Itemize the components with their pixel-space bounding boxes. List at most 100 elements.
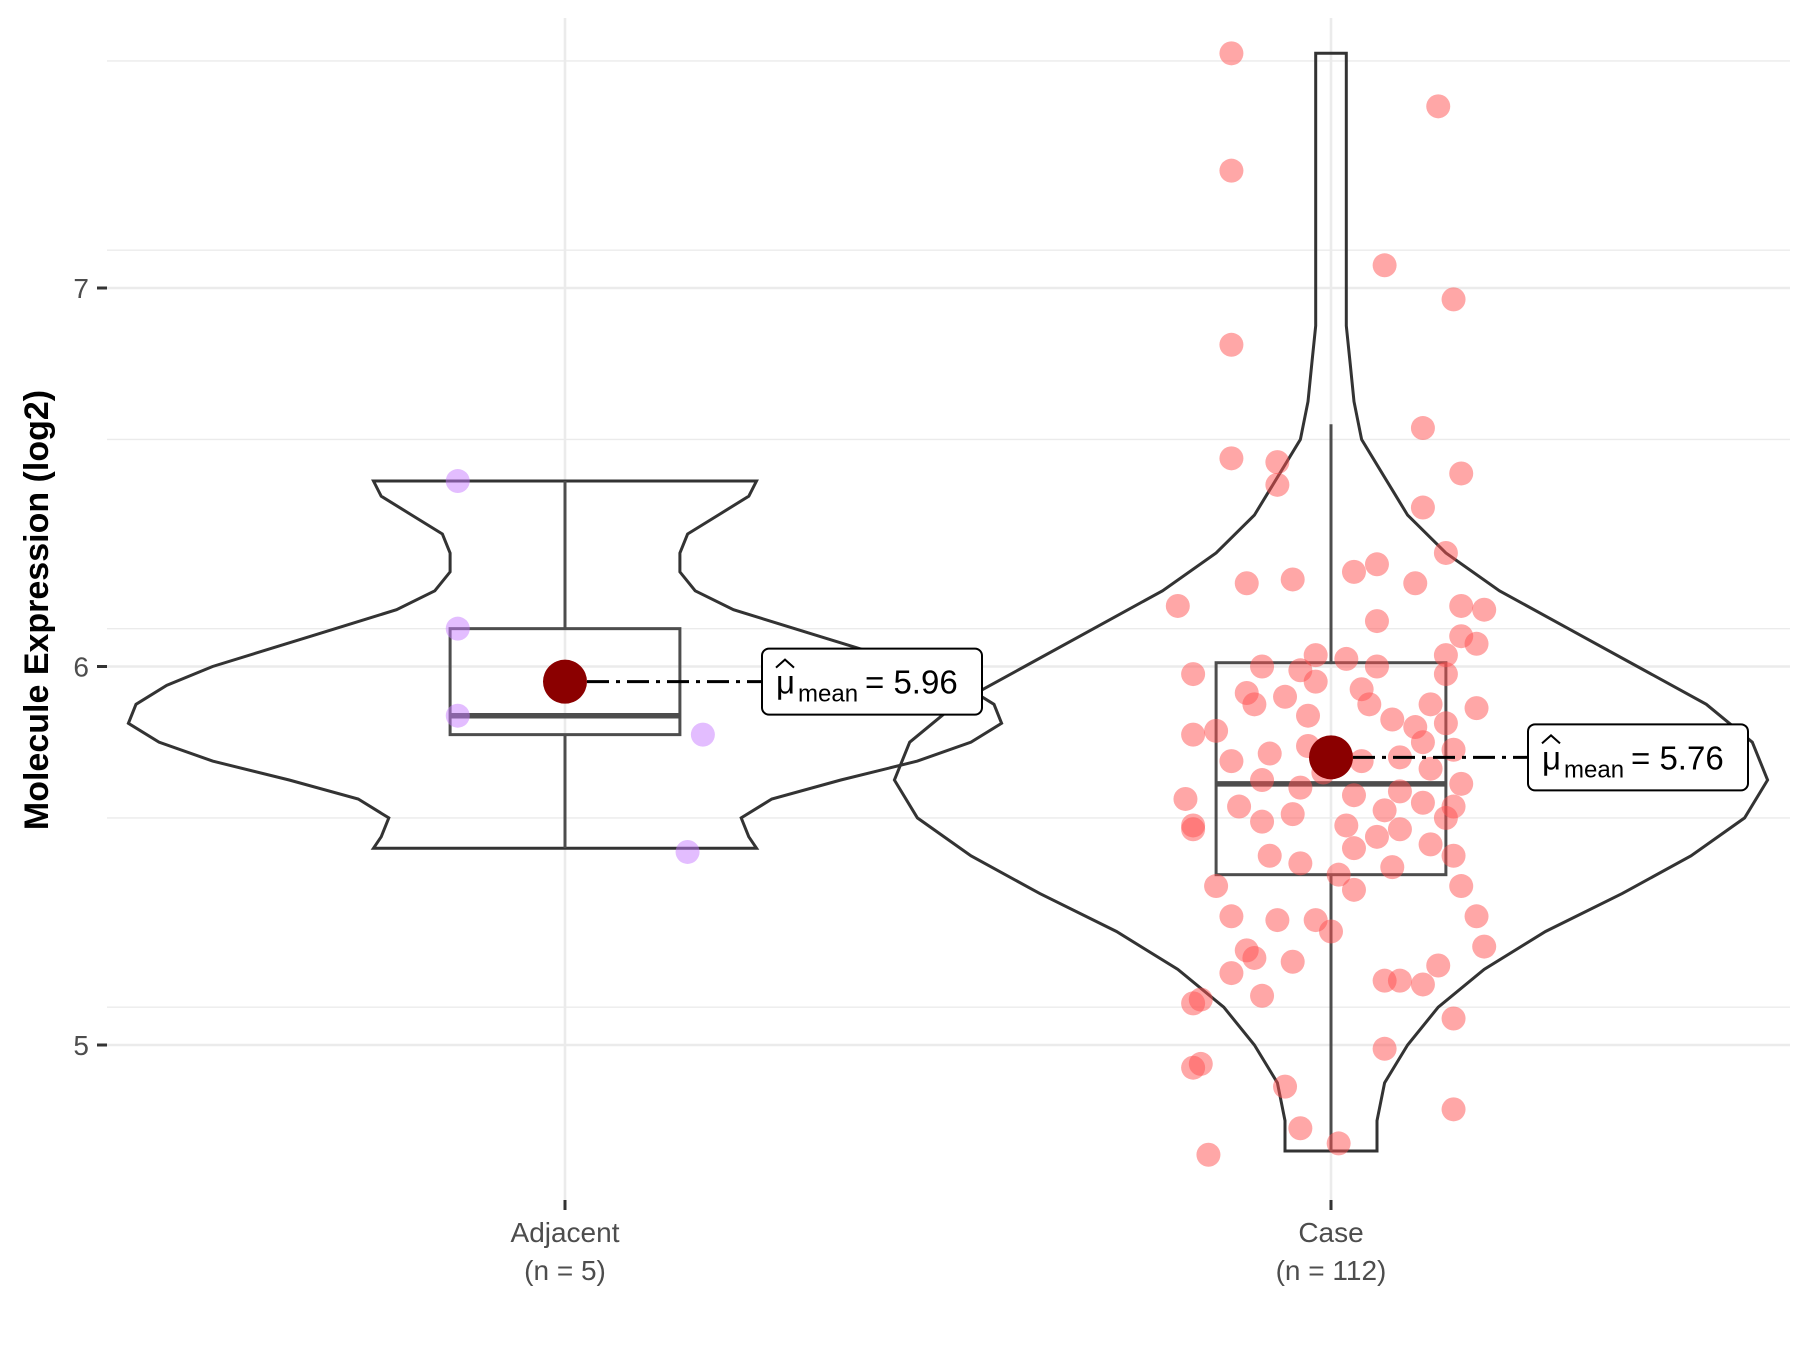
data-point [1257, 741, 1282, 766]
data-point [675, 839, 700, 864]
data-point [1449, 593, 1474, 618]
data-point [1288, 1116, 1313, 1141]
mean-hat-icon [1541, 734, 1561, 745]
data-point [1165, 593, 1190, 618]
data-point [1410, 972, 1435, 997]
data-point [1250, 983, 1275, 1008]
data-point [1372, 253, 1397, 278]
data-point [1364, 654, 1389, 679]
data-point [1418, 756, 1443, 781]
data-point [1418, 832, 1443, 857]
data-point [1234, 571, 1259, 596]
data-point [1372, 968, 1397, 993]
data-point [1464, 631, 1489, 656]
data-point [1449, 874, 1474, 899]
mean-label-value: = 5.76 [1631, 739, 1724, 776]
data-point [1433, 711, 1458, 736]
data-point [1441, 737, 1466, 762]
data-point [1219, 961, 1244, 986]
violin-case [892, 51, 1770, 1153]
mean-markers: μ mean = 5.96μ mean = 5.76 [543, 647, 1749, 792]
data-point [1303, 643, 1328, 668]
data-point [1326, 1131, 1351, 1156]
data-point [1387, 779, 1412, 804]
data-point [1250, 809, 1275, 834]
data-point [1372, 798, 1397, 823]
data-point [1296, 703, 1321, 728]
data-point [1364, 824, 1389, 849]
data-point [1273, 1074, 1298, 1099]
data-point [1265, 472, 1290, 497]
data-point [1441, 287, 1466, 312]
data-point [1426, 953, 1451, 978]
grid-lines [107, 18, 1790, 1200]
mean-label-mu: μ [776, 664, 795, 701]
violins [126, 51, 1770, 1153]
data-point [1319, 919, 1343, 944]
data-point [1250, 768, 1275, 793]
data-point [1257, 843, 1282, 868]
data-point [1181, 1055, 1206, 1080]
data-point [1387, 817, 1412, 842]
data-point [1181, 722, 1206, 747]
data-point [1219, 749, 1244, 774]
data-point [1472, 934, 1497, 959]
data-point [1341, 836, 1366, 861]
data-point [1173, 786, 1198, 811]
data-point [1380, 855, 1405, 880]
data-point [1410, 790, 1435, 815]
data-point [1464, 696, 1489, 721]
data-point [1341, 877, 1366, 902]
x-tick-n-label: (n = 5) [524, 1255, 606, 1286]
mean-hat-icon [775, 658, 795, 669]
data-point [1372, 1036, 1397, 1061]
data-point [1334, 813, 1359, 838]
data-point [1349, 749, 1374, 774]
data-point [1250, 654, 1275, 679]
data-point [1288, 851, 1313, 876]
data-point [1303, 669, 1328, 694]
violin-adjacent [126, 479, 1004, 850]
data-point [1280, 567, 1305, 592]
data-point [1433, 805, 1458, 830]
data-point [1204, 874, 1229, 899]
data-point [1433, 540, 1458, 565]
data-point [1426, 94, 1451, 119]
data-point [1433, 643, 1458, 668]
y-axis-title: Molecule Expression (log2) [18, 390, 56, 830]
data-point [1242, 692, 1267, 717]
x-tick-n-label: (n = 112) [1276, 1255, 1387, 1286]
data-point [1204, 718, 1229, 743]
data-point [1410, 730, 1435, 755]
data-point [1341, 783, 1366, 808]
mean-label-box [1527, 723, 1749, 792]
data-point [1181, 817, 1206, 842]
data-point [445, 703, 470, 728]
data-point [1219, 158, 1244, 183]
data-point [1273, 684, 1298, 709]
data-point [1364, 552, 1389, 577]
data-point [445, 469, 470, 494]
mean-label-subscript: mean [798, 681, 858, 708]
y-tick-label: 6 [73, 652, 89, 683]
y-tick-label: 7 [73, 273, 89, 304]
data-point [1449, 771, 1474, 796]
mean-label-box [761, 647, 983, 716]
data-point [1288, 775, 1313, 800]
data-point [690, 722, 715, 747]
data-point [1449, 461, 1474, 486]
data-point [1341, 559, 1366, 584]
data-point [1334, 646, 1359, 671]
data-points [445, 41, 1497, 1167]
data-point [1196, 1142, 1221, 1167]
data-point [1181, 991, 1206, 1016]
data-point [1357, 692, 1382, 717]
mean-marker [543, 659, 587, 704]
data-point [445, 616, 470, 641]
x-tick-label-adjacent: Adjacent [511, 1217, 620, 1248]
data-point [1364, 609, 1389, 634]
data-point [1219, 332, 1244, 357]
data-point [1418, 692, 1443, 717]
data-point [1441, 1097, 1466, 1122]
